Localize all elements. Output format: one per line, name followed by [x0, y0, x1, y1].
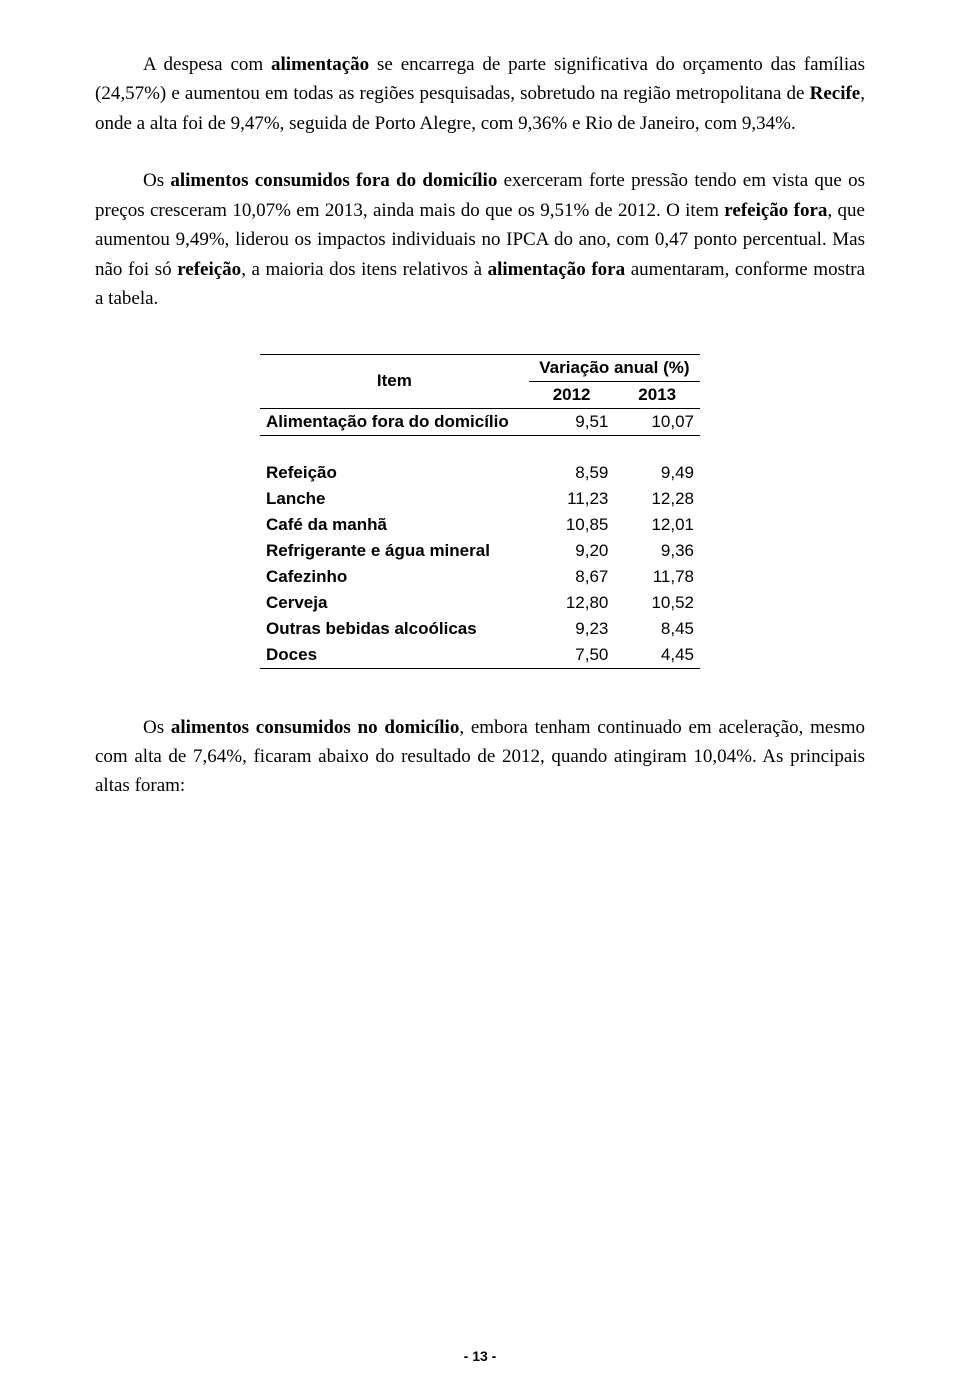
row-val-1: 10,85 [529, 512, 615, 538]
table-row: Café da manhã 10,85 12,01 [260, 512, 700, 538]
paragraph-3: Os alimentos consumidos no domicílio, em… [95, 713, 865, 801]
table-row: Cerveja 12,80 10,52 [260, 590, 700, 616]
row-name: Outras bebidas alcoólicas [260, 616, 529, 642]
header-item: Item [260, 354, 529, 408]
row-name: Refeição [260, 460, 529, 486]
p1a: A despesa com [143, 54, 271, 75]
paragraph-2: Os alimentos consumidos fora do domicíli… [95, 166, 865, 313]
p2a: Os [143, 170, 170, 191]
table-row: Alimentação fora do domicílio 9,51 10,07 [260, 408, 700, 435]
row-val-1: 8,67 [529, 564, 615, 590]
row-name: Cafezinho [260, 564, 529, 590]
row-name: Refrigerante e água mineral [260, 538, 529, 564]
table-row: Cafezinho 8,67 11,78 [260, 564, 700, 590]
row-val-1: 12,80 [529, 590, 615, 616]
p1b: alimentação [271, 54, 369, 75]
row-name: Lanche [260, 486, 529, 512]
page: A despesa com alimentação se encarrega d… [0, 0, 960, 1388]
row-val-2: 10,52 [614, 590, 700, 616]
row-val-2: 10,07 [614, 408, 700, 435]
row-val-2: 9,49 [614, 460, 700, 486]
p2f: refeição [177, 259, 241, 280]
row-val-2: 4,45 [614, 642, 700, 669]
row-val-2: 9,36 [614, 538, 700, 564]
p3b: alimentos consumidos no domicílio [171, 717, 459, 738]
table-row: Outras bebidas alcoólicas 9,23 8,45 [260, 616, 700, 642]
p2g: , a maioria dos itens relativos à [241, 259, 487, 280]
p2h: alimentação fora [488, 259, 626, 280]
row-val-1: 9,51 [529, 408, 615, 435]
row-name: Doces [260, 642, 529, 669]
row-name: Alimentação fora do domicílio [260, 408, 529, 435]
row-val-1: 8,59 [529, 460, 615, 486]
page-number: - 13 - [0, 1348, 960, 1364]
row-val-1: 9,20 [529, 538, 615, 564]
header-year-2: 2013 [614, 381, 700, 408]
row-val-2: 8,45 [614, 616, 700, 642]
row-name: Cerveja [260, 590, 529, 616]
p2b: alimentos consumidos fora do domicílio [170, 170, 497, 191]
row-val-1: 9,23 [529, 616, 615, 642]
row-val-1: 7,50 [529, 642, 615, 669]
row-val-2: 12,28 [614, 486, 700, 512]
header-variation: Variação anual (%) [529, 354, 700, 381]
table-row: Lanche 11,23 12,28 [260, 486, 700, 512]
variation-table: Item Variação anual (%) 2012 2013 Alimen… [260, 354, 700, 669]
row-val-1: 11,23 [529, 486, 615, 512]
paragraph-1: A despesa com alimentação se encarrega d… [95, 50, 865, 138]
table: Item Variação anual (%) 2012 2013 Alimen… [260, 354, 700, 669]
table-row: Doces 7,50 4,45 [260, 642, 700, 669]
header-year-1: 2012 [529, 381, 615, 408]
row-val-2: 12,01 [614, 512, 700, 538]
table-row: Refeição 8,59 9,49 [260, 460, 700, 486]
row-name: Café da manhã [260, 512, 529, 538]
p2d: refeição fora [724, 200, 827, 221]
table-header-row-1: Item Variação anual (%) [260, 354, 700, 381]
p3a: Os [143, 717, 171, 738]
p1d: Recife [810, 83, 861, 104]
table-row: Refrigerante e água mineral 9,20 9,36 [260, 538, 700, 564]
table-spacer [260, 435, 700, 460]
row-val-2: 11,78 [614, 564, 700, 590]
